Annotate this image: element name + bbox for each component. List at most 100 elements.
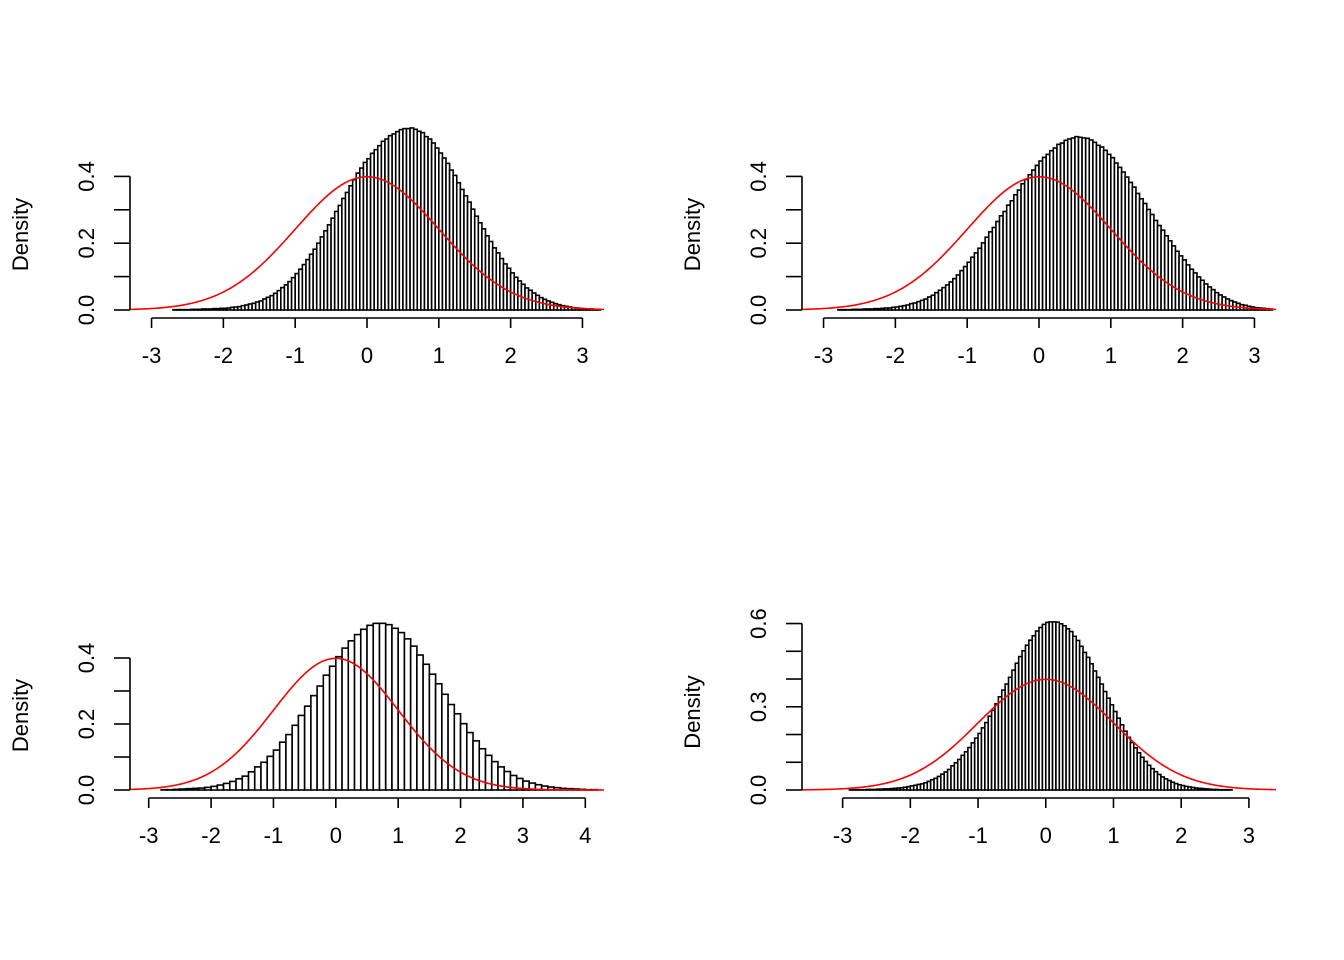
histogram-bar (422, 663, 431, 791)
density-curve (801, 175, 1277, 311)
histogram-bars (172, 127, 602, 311)
y-tick-label: 0.0 (74, 775, 99, 806)
histogram-bar (409, 645, 418, 791)
histogram-bar (416, 654, 424, 791)
histogram-bar (434, 682, 443, 791)
histogram-bar (310, 694, 318, 791)
chart-panel-1: -3 -2 -1 0 1 2 3 0.0 0.2 0.4 Density (8, 127, 605, 368)
histogram-bars (837, 135, 1274, 311)
histogram-bar (266, 755, 275, 791)
histogram-bar (366, 624, 375, 791)
density-curve (801, 678, 1277, 791)
histogram-bar (353, 633, 362, 791)
y-axis: 0.0 0.2 0.4 (746, 161, 803, 325)
histogram-bar (216, 784, 225, 791)
histogram-bar (297, 714, 306, 791)
y-axis: 0.0 0.2 0.4 (74, 161, 131, 326)
histogram-bar (472, 740, 481, 791)
histogram-bar (453, 712, 462, 791)
x-axis: -3 -2 -1 0 1 2 3 4 (139, 797, 591, 848)
x-tick-label: 1 (392, 823, 404, 848)
x-tick-label: 2 (1175, 823, 1187, 848)
histogram-bar (247, 771, 256, 791)
x-axis: -3 -2 -1 0 1 2 3 (814, 317, 1261, 368)
chart-panel-2: -3 -2 -1 0 1 2 3 0.0 0.2 0.4 Density (680, 135, 1277, 368)
x-tick-label: -2 (886, 343, 906, 368)
y-axis-title: Density (680, 675, 705, 748)
histogram-bar (172, 788, 181, 791)
histogram-bar (341, 647, 350, 791)
histogram-bar (478, 747, 487, 791)
y-tick-label: 0.2 (746, 228, 771, 259)
y-tick-label: 0.4 (74, 161, 99, 192)
histogram-bar (328, 665, 337, 791)
x-tick-label: -2 (214, 343, 234, 368)
x-tick-label: -1 (264, 823, 284, 848)
histogram-bar (210, 785, 219, 791)
histogram-bar (335, 655, 343, 791)
histogram-bar (278, 741, 287, 791)
histogram-bar (291, 724, 300, 791)
x-axis: -3 -2 -1 0 1 2 3 (142, 317, 589, 368)
histogram-bar (285, 733, 293, 791)
histogram-bar (191, 787, 200, 791)
histogram-bar (316, 685, 325, 791)
histogram-bar (372, 622, 381, 791)
x-axis: -3 -2 -1 0 1 2 3 (833, 797, 1255, 848)
x-tick-label: 3 (1248, 343, 1260, 368)
x-tick-label: 3 (517, 823, 529, 848)
y-tick-label: 0.4 (74, 643, 99, 674)
chart-panel-3: -3 -2 -1 0 1 2 3 4 0.0 0.2 0.4 Density (8, 622, 604, 848)
histogram-bar (222, 782, 231, 791)
histogram-bar (378, 622, 387, 791)
y-tick-label: 0.0 (74, 295, 99, 326)
y-tick-label: 0.6 (746, 608, 771, 639)
x-tick-label: -1 (285, 343, 305, 368)
density-curve (129, 657, 604, 791)
x-tick-label: 0 (1040, 823, 1052, 848)
histogram-bar (272, 749, 281, 791)
x-tick-label: -2 (201, 823, 221, 848)
x-tick-label: 1 (1107, 823, 1119, 848)
histogram-bar (253, 766, 262, 791)
y-tick-label: 0.2 (74, 228, 99, 259)
histogram-bar (428, 673, 437, 791)
x-tick-label: 0 (1033, 343, 1045, 368)
y-tick-label: 0.3 (746, 691, 771, 722)
x-tick-label: 4 (579, 823, 591, 848)
histogram-bars (848, 621, 1233, 791)
x-tick-label: 2 (1177, 343, 1189, 368)
histogram-bar (241, 775, 250, 791)
y-axis-title: Density (8, 679, 33, 752)
x-tick-label: 1 (1105, 343, 1117, 368)
x-tick-label: 2 (454, 823, 466, 848)
histogram-bar (228, 780, 237, 791)
histogram-bar (447, 703, 456, 791)
x-tick-label: -2 (901, 823, 921, 848)
y-axis-title: Density (680, 198, 705, 271)
density-curve (129, 175, 605, 311)
histogram-bar (235, 777, 244, 791)
x-tick-label: -3 (139, 823, 159, 848)
x-tick-label: 3 (1243, 823, 1255, 848)
y-axis: 0.0 0.2 0.4 (74, 643, 131, 806)
histogram-bar (359, 628, 368, 791)
histogram-bar (260, 761, 269, 791)
histogram-bar (197, 787, 206, 791)
histogram-bar (384, 623, 393, 791)
x-tick-label: 0 (361, 343, 373, 368)
histogram-bar (303, 705, 312, 791)
x-tick-label: -3 (814, 343, 834, 368)
histogram-bar (441, 693, 449, 791)
histogram-bar (179, 788, 187, 791)
x-tick-label: 1 (433, 343, 445, 368)
histogram-bar (204, 786, 212, 791)
histogram-bar (459, 722, 468, 791)
y-axis: 0.0 0.3 0.6 (746, 608, 803, 805)
histogram-bar (185, 787, 194, 791)
histogram-bar (403, 638, 412, 791)
x-tick-label: 2 (505, 343, 517, 368)
histogram-bar (322, 674, 331, 791)
y-tick-label: 0.2 (74, 709, 99, 740)
